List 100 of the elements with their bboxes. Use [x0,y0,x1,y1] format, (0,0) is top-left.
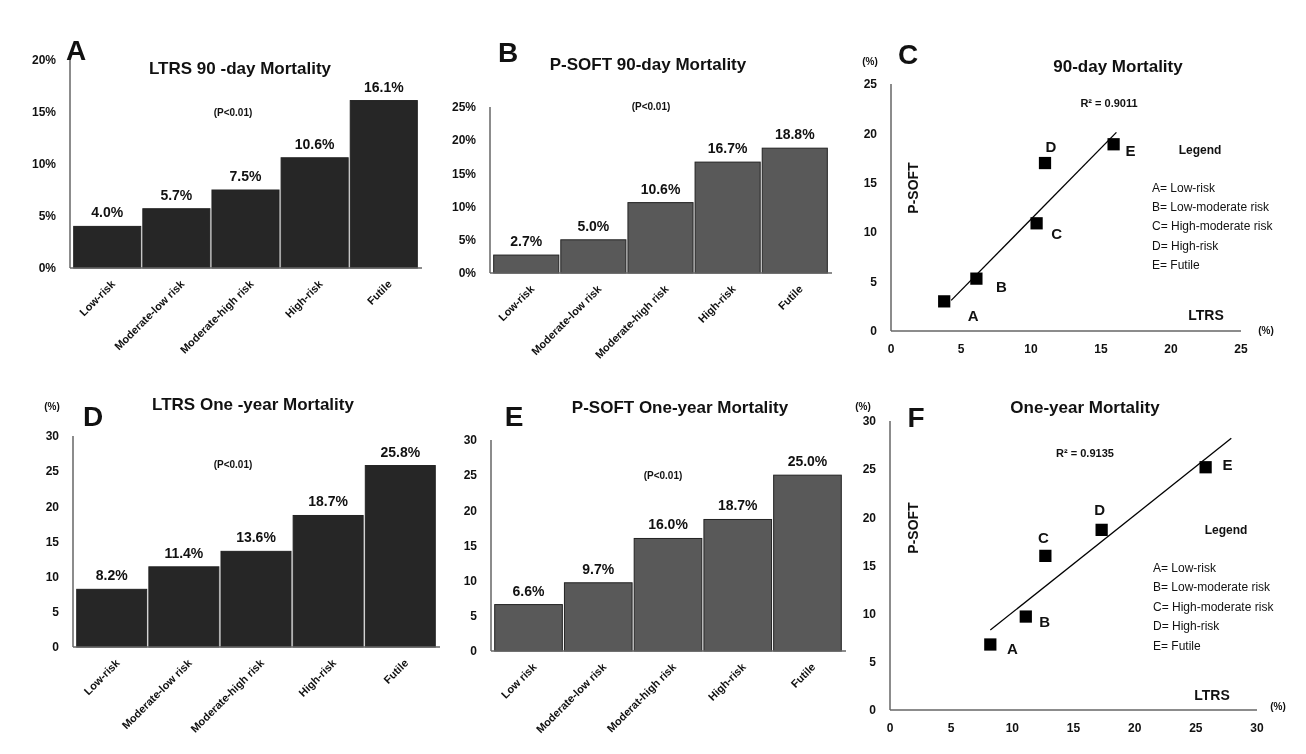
annotation: F [907,401,925,433]
y-tick-label: 15 [863,176,878,190]
x-tick-label: 25 [1234,342,1248,356]
x-tick-label: 0 [886,721,894,735]
y-tick-label: 20 [862,510,877,525]
chart-title: LTRS 90 -day Mortality [149,59,332,78]
data-label: 16.1% [363,78,405,95]
annotation: D= High-risk [1153,619,1221,634]
y-tick-label: 15% [451,166,477,181]
y-tick-label: 10 [463,573,478,588]
data-label: 8.2% [95,567,129,584]
data-label: 13.6% [236,529,277,546]
y-tick-label: 20 [863,126,878,141]
annotation: A= Low-risk [1153,561,1218,576]
data-label: 4.0% [91,204,124,221]
annotation: B [995,277,1007,295]
y-tick-label: 0 [869,703,877,718]
data-label: 25.0% [787,453,828,470]
point [938,295,951,308]
annotation: R² = 0.9135 [1056,446,1114,459]
y-tick-label: 20% [451,133,477,148]
data-label: 9.7% [582,560,615,577]
y-tick-label: 20 [45,499,60,514]
x-tick-label: 0 [887,342,895,356]
y-tick-label: 15 [862,558,877,573]
annotation: C [1037,529,1049,547]
annotation: D= High-risk [1152,239,1220,254]
chart-title: LTRS One -year Mortality [152,395,355,414]
y-axis-title: P-SOFT [905,161,921,214]
y-tick-label: 5 [470,609,478,624]
annotation: R² = 0.9011 [1080,96,1138,109]
chart-title: P-SOFT 90-day Mortality [549,55,747,74]
y-tick-label: 0 [870,324,878,339]
data-label: 18.7% [717,497,759,514]
text: (%) [1258,324,1274,336]
data-label: 10.6% [640,180,681,197]
text: D [82,400,104,432]
text: (%) [855,400,871,412]
y-tick-label: 5% [458,233,477,247]
annotation: E= Futile [1153,639,1202,654]
annotation: D [1045,138,1057,156]
y-tick-label: 5% [38,209,57,224]
y-tick-label: 25% [451,100,477,115]
point [1019,610,1032,623]
y-tick-label: 10 [863,225,878,240]
data-label: 16.0% [648,516,689,533]
data-label: 18.8% [774,126,816,143]
annotation: (P<0.01) [213,106,253,118]
y-tick-label: 0 [52,640,60,655]
y-axis-title: P-SOFT [905,501,921,554]
text: (%) [862,55,878,67]
data-label: 5.0% [577,217,610,234]
y-tick-label: 10% [31,157,57,172]
chart-title: 90-day Mortality [1053,57,1184,76]
text: B [497,36,519,68]
x-tick-label: 20 [1127,721,1142,735]
x-tick-label: 15 [1066,721,1081,735]
annotation: Legend [1178,143,1222,158]
annotation: E [1222,456,1233,474]
y-tick-label: 10 [862,606,877,621]
y-tick-label: 0 [470,644,478,659]
y-tick-label: 25 [862,462,877,477]
annotation: D [1094,501,1106,519]
data-label: 18.7% [308,493,349,510]
x-tick-label: 5 [947,721,955,735]
text: E [504,400,524,432]
y-tick-label: 30 [463,433,478,448]
annotation: A [1006,639,1018,657]
point [1095,523,1108,536]
text: (%) [44,400,60,412]
text: C [897,38,919,70]
y-tick-label: 0% [458,266,477,281]
x-tick-label: 25 [1189,721,1203,735]
annotation: B [1039,612,1051,630]
data-label: 6.6% [512,582,546,599]
x-tick-label: 10 [1005,721,1020,735]
text: (%) [1270,700,1286,712]
y-tick-label: 5 [52,605,60,620]
y-tick-label: 25 [463,468,478,483]
y-tick-label: 25 [863,77,878,92]
x-tick-label: 15 [1094,342,1108,356]
annotation: A [967,306,979,324]
annotation: C= High-moderate risk [1153,600,1275,615]
point [1199,461,1212,474]
y-tick-label: 15 [45,534,60,549]
y-tick-label: 10% [451,199,477,214]
data-label: 25.8% [380,443,421,460]
x-axis-title: LTRS [1194,687,1230,703]
data-label: 10.6% [294,135,336,152]
chart-title: One-year Mortality [1010,398,1161,417]
point [984,638,997,651]
annotation: E [1125,141,1136,159]
y-tick-label: 25 [45,464,60,479]
annotation: E= Futile [1152,258,1201,273]
point [970,272,983,285]
annotation: B= Low-moderate risk [1153,580,1272,595]
data-label: 11.4% [164,544,204,561]
annotation: (P<0.01) [643,469,683,481]
y-tick-label: 15% [31,105,57,120]
y-tick-label: 30 [862,414,877,429]
